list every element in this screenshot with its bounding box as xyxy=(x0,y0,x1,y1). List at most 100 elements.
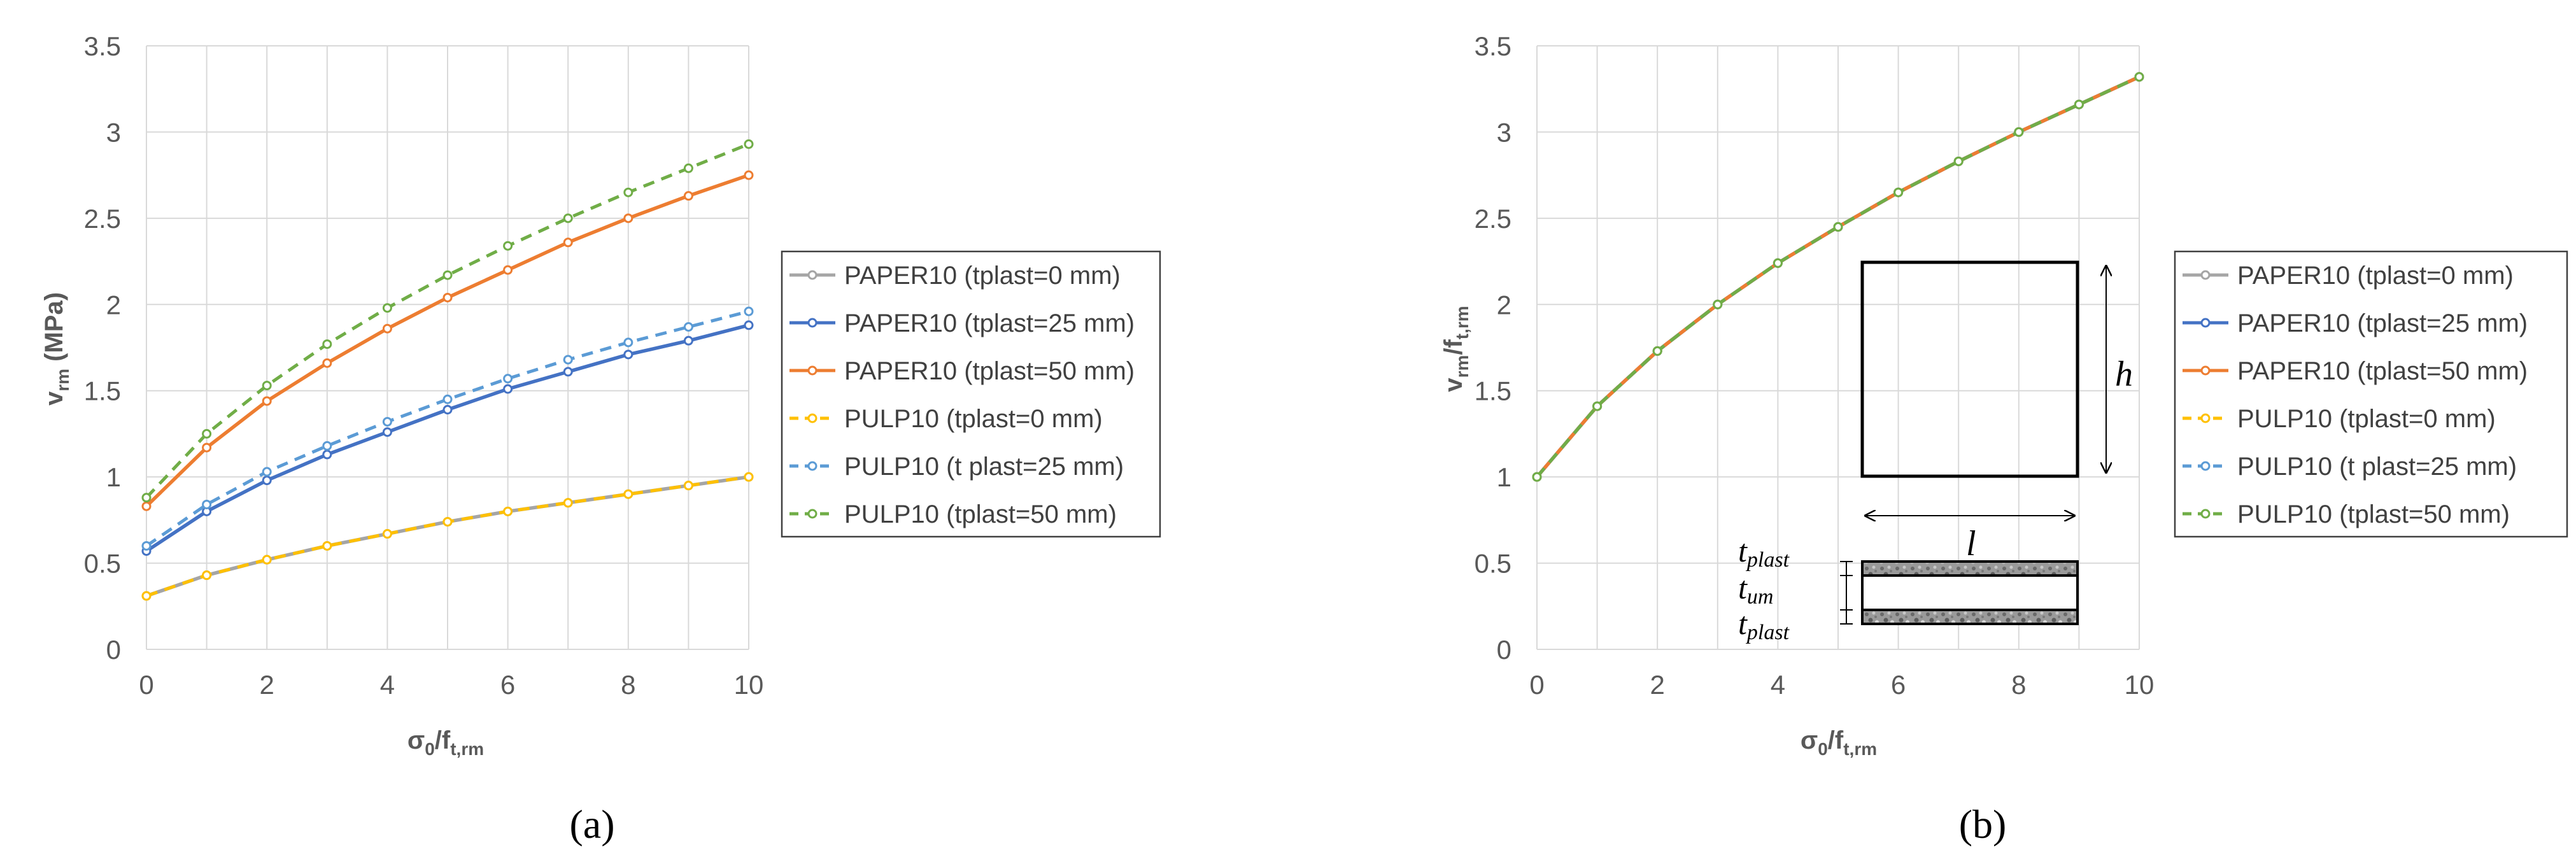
chart-a-data-point xyxy=(744,306,754,316)
chart-b-y-axis-label: vrm/ft,rm xyxy=(1440,306,1472,392)
chart-a-data-point xyxy=(623,337,633,348)
chart-a-legend-marker xyxy=(807,413,817,423)
chart-a-y-tick-label: 1.5 xyxy=(84,376,121,406)
chart-b-legend-marker xyxy=(2200,509,2211,519)
chart-a-legend-label: PULP10 (tplast=50 mm) xyxy=(844,500,1117,528)
chart-b-y-tick-label: 1 xyxy=(1497,462,1511,492)
chart-a-data-point xyxy=(382,427,392,437)
chart-a-data-point xyxy=(322,339,332,350)
chart-b-legend: PAPER10 (tplast=0 mm) PAPER10 (tplast=25 … xyxy=(2174,250,2568,538)
chart-a-y-tick-label: 2.5 xyxy=(84,204,121,234)
chart-a-data-point xyxy=(744,170,754,180)
chart-b-data-point xyxy=(2014,127,2024,137)
chart-a-data-point xyxy=(202,499,212,509)
chart-a-data-point xyxy=(503,265,513,275)
chart-a-y-tick-label: 2 xyxy=(106,290,121,320)
chart-b-legend-marker xyxy=(2200,365,2211,376)
chart-a-legend-label: PAPER10 (tplast=25 mm) xyxy=(844,309,1135,337)
chart-b-data-point xyxy=(1833,222,1843,232)
chart-a-data-point xyxy=(683,163,693,173)
chart-b-data-point xyxy=(1713,299,1723,309)
t-plast-bottom-label: tplast xyxy=(1738,605,1790,644)
chart-b-data-point xyxy=(2074,99,2084,110)
chart-b-y-tick-label: 3.5 xyxy=(1475,31,1511,61)
chart-b-data-point xyxy=(1652,346,1662,356)
t-um-label: tum xyxy=(1738,570,1773,609)
chart-b-series xyxy=(1532,72,2144,482)
chart-a-x-tick-label: 4 xyxy=(380,670,395,700)
chart-a-y-tick-label: 0 xyxy=(106,635,121,665)
chart-a-data-point xyxy=(442,270,453,280)
chart-b-x-tick-label: 0 xyxy=(1529,670,1544,700)
chart-a-y-tick-label: 1 xyxy=(106,462,121,492)
chart-b-y-tick-label: 0 xyxy=(1497,635,1511,665)
chart-b-data-point xyxy=(1953,156,1964,166)
chart-a-legend-marker xyxy=(807,270,817,280)
chart-a-data-point xyxy=(262,396,272,406)
height-label: h xyxy=(2115,355,2133,394)
chart-a-data-point xyxy=(141,591,152,601)
chart-b-x-tick-label: 2 xyxy=(1650,670,1665,700)
chart-a-data-point xyxy=(262,381,272,391)
chart-a-y-tick-label: 0.5 xyxy=(84,549,121,579)
chart-b-legend-label: PAPER10 (tplast=50 mm) xyxy=(2237,357,2528,385)
chart-a-data-point xyxy=(744,139,754,149)
chart-b: 0 0.5 1 1.5 2 2.5 3 3.5 0 2 4 6 8 10 σ0/ft,rm vrm/ft,… xyxy=(1440,31,2568,759)
chart-b-legend-label: PAPER10 (tplast=25 mm) xyxy=(2237,309,2528,337)
chart-a-data-point xyxy=(744,472,754,482)
plaster-layer-bottom xyxy=(1861,609,2079,625)
chart-a-y-axis-label: vrm (MPa) xyxy=(40,292,73,406)
chart-a-series xyxy=(141,139,754,601)
chart-a-data-point xyxy=(262,555,272,565)
chart-a-x-tick-label: 0 xyxy=(139,670,153,700)
chart-a-data-point xyxy=(503,241,513,251)
chart-a-x-tick-label: 10 xyxy=(734,670,764,700)
chart-b-y-tick-label: 1.5 xyxy=(1475,376,1511,406)
chart-a-data-point xyxy=(623,187,633,197)
chart-a-data-point xyxy=(262,467,272,477)
chart-b-legend-label: PAPER10 (tplast=0 mm) xyxy=(2237,262,2514,290)
wall-diagram: h l tplast tum tplast xyxy=(1738,260,2133,644)
plaster-layer-top xyxy=(1861,560,2079,577)
wall-elevation-square xyxy=(1860,260,2079,478)
chart-a-data-point xyxy=(382,416,392,427)
chart-a-data-point xyxy=(683,481,693,491)
chart-a-data-point xyxy=(322,441,332,451)
chart-a-data-point xyxy=(202,428,212,439)
chart-a-data-point xyxy=(744,320,754,330)
chart-a-legend-label: PULP10 (t plast=25 mm) xyxy=(844,453,1124,481)
chart-b-x-tick-label: 10 xyxy=(2125,670,2155,700)
chart-a-x-tick-label: 2 xyxy=(260,670,274,700)
chart-b-grid xyxy=(1536,45,2140,650)
chart-a-data-point xyxy=(563,355,573,365)
chart-a-data-point xyxy=(262,476,272,486)
chart-a-data-point xyxy=(141,541,152,551)
chart-b-data-point xyxy=(1773,258,1783,268)
chart-a-data-point xyxy=(382,303,392,313)
chart-a-data-point xyxy=(322,541,332,551)
chart-b-legend-marker xyxy=(2200,461,2211,471)
chart-a-data-point xyxy=(683,336,693,346)
chart-a-series-line-5 xyxy=(145,143,749,499)
chart-a-data-point xyxy=(683,321,693,332)
chart-b-legend-marker xyxy=(2200,318,2211,328)
masonry-core xyxy=(1861,574,2079,611)
chart-a-data-point xyxy=(442,405,453,415)
chart-a-data-point xyxy=(563,498,573,508)
chart-b-series-line-5 xyxy=(1536,75,2141,478)
chart-a-data-point xyxy=(322,358,332,368)
chart-a-data-point xyxy=(382,323,392,334)
chart-a-legend-box xyxy=(781,250,1161,538)
chart-a-data-point xyxy=(563,367,573,377)
chart-a-data-point xyxy=(623,213,633,223)
chart-a-data-point xyxy=(202,570,212,581)
chart-b-x-tick-label: 4 xyxy=(1771,670,1785,700)
chart-b-data-point xyxy=(1532,472,1542,482)
chart-a-data-point xyxy=(623,350,633,360)
chart-a: 0 0.5 1 1.5 2 2.5 3 3.5 0 2 4 6 8 10 σ0/ft,rm vrm (MP… xyxy=(40,31,1161,759)
chart-a-data-point xyxy=(141,501,152,511)
chart-b-data-point xyxy=(2134,72,2144,82)
chart-a-data-point xyxy=(503,506,513,516)
chart-b-legend-label: PULP10 (tplast=0 mm) xyxy=(2237,405,2496,433)
